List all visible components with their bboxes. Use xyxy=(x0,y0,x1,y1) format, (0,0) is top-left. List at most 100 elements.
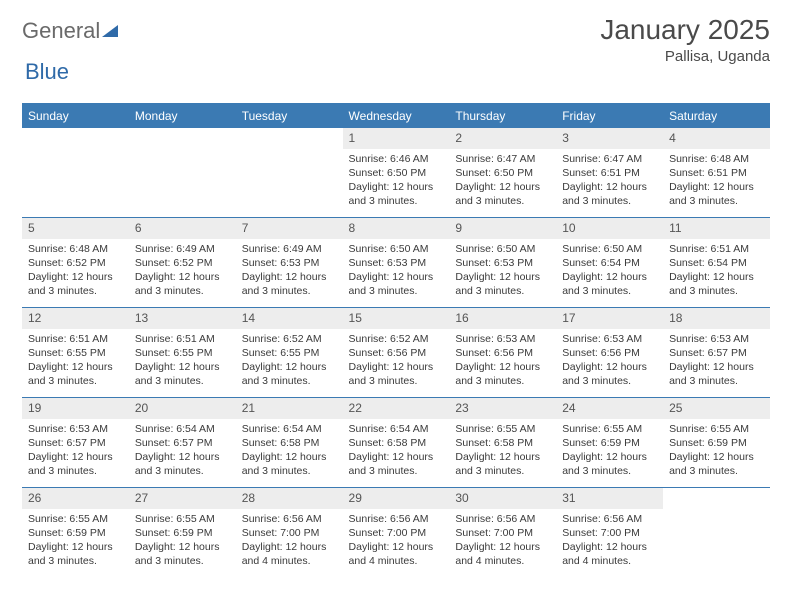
sunset-line: Sunset: 6:57 PM xyxy=(28,436,123,450)
sunrise-line: Sunrise: 6:53 AM xyxy=(669,332,764,346)
day-number: 28 xyxy=(236,488,343,509)
calendar-day: 6Sunrise: 6:49 AMSunset: 6:52 PMDaylight… xyxy=(129,218,236,308)
day-number: 21 xyxy=(236,398,343,419)
day-number: 31 xyxy=(556,488,663,509)
calendar-day: 20Sunrise: 6:54 AMSunset: 6:57 PMDayligh… xyxy=(129,398,236,488)
calendar-day: 22Sunrise: 6:54 AMSunset: 6:58 PMDayligh… xyxy=(343,398,450,488)
day-number: 25 xyxy=(663,398,770,419)
sunset-line: Sunset: 6:51 PM xyxy=(562,166,657,180)
day-details: Sunrise: 6:55 AMSunset: 6:59 PMDaylight:… xyxy=(556,419,663,483)
sail-icon xyxy=(102,25,118,37)
day-details: Sunrise: 6:47 AMSunset: 6:51 PMDaylight:… xyxy=(556,149,663,213)
sunrise-line: Sunrise: 6:49 AM xyxy=(242,242,337,256)
sunrise-line: Sunrise: 6:53 AM xyxy=(455,332,550,346)
sunrise-line: Sunrise: 6:56 AM xyxy=(349,512,444,526)
daylight-line: Daylight: 12 hours and 3 minutes. xyxy=(135,450,230,478)
day-details: Sunrise: 6:52 AMSunset: 6:55 PMDaylight:… xyxy=(236,329,343,393)
daylight-line: Daylight: 12 hours and 4 minutes. xyxy=(455,540,550,568)
calendar-day: 7Sunrise: 6:49 AMSunset: 6:53 PMDaylight… xyxy=(236,218,343,308)
calendar-day: 10Sunrise: 6:50 AMSunset: 6:54 PMDayligh… xyxy=(556,218,663,308)
sunset-line: Sunset: 6:55 PM xyxy=(28,346,123,360)
calendar-day: 29Sunrise: 6:56 AMSunset: 7:00 PMDayligh… xyxy=(343,488,450,578)
day-details: Sunrise: 6:49 AMSunset: 6:52 PMDaylight:… xyxy=(129,239,236,303)
daylight-line: Daylight: 12 hours and 3 minutes. xyxy=(455,450,550,478)
calendar-day: 14Sunrise: 6:52 AMSunset: 6:55 PMDayligh… xyxy=(236,308,343,398)
daylight-line: Daylight: 12 hours and 3 minutes. xyxy=(28,540,123,568)
day-number: 14 xyxy=(236,308,343,329)
sunset-line: Sunset: 6:57 PM xyxy=(135,436,230,450)
calendar-day xyxy=(129,128,236,218)
day-header: Tuesday xyxy=(236,104,343,128)
daylight-line: Daylight: 12 hours and 3 minutes. xyxy=(349,360,444,388)
day-number: 24 xyxy=(556,398,663,419)
daylight-line: Daylight: 12 hours and 3 minutes. xyxy=(242,450,337,478)
sunset-line: Sunset: 7:00 PM xyxy=(349,526,444,540)
calendar-day: 11Sunrise: 6:51 AMSunset: 6:54 PMDayligh… xyxy=(663,218,770,308)
sunrise-line: Sunrise: 6:55 AM xyxy=(669,422,764,436)
sunset-line: Sunset: 6:56 PM xyxy=(349,346,444,360)
sunset-line: Sunset: 6:59 PM xyxy=(28,526,123,540)
calendar-day: 30Sunrise: 6:56 AMSunset: 7:00 PMDayligh… xyxy=(449,488,556,578)
calendar-day: 31Sunrise: 6:56 AMSunset: 7:00 PMDayligh… xyxy=(556,488,663,578)
sunset-line: Sunset: 7:00 PM xyxy=(455,526,550,540)
header: General January 2025 Pallisa, Uganda xyxy=(22,14,770,65)
calendar-week: 26Sunrise: 6:55 AMSunset: 6:59 PMDayligh… xyxy=(22,488,770,578)
day-details: Sunrise: 6:46 AMSunset: 6:50 PMDaylight:… xyxy=(343,149,450,213)
day-number: 23 xyxy=(449,398,556,419)
calendar-day: 27Sunrise: 6:55 AMSunset: 6:59 PMDayligh… xyxy=(129,488,236,578)
sunrise-line: Sunrise: 6:47 AM xyxy=(455,152,550,166)
sunset-line: Sunset: 6:50 PM xyxy=(349,166,444,180)
sunset-line: Sunset: 6:54 PM xyxy=(669,256,764,270)
daylight-line: Daylight: 12 hours and 3 minutes. xyxy=(28,270,123,298)
day-details: Sunrise: 6:47 AMSunset: 6:50 PMDaylight:… xyxy=(449,149,556,213)
day-number: 12 xyxy=(22,308,129,329)
sunset-line: Sunset: 7:00 PM xyxy=(242,526,337,540)
sunset-line: Sunset: 6:58 PM xyxy=(455,436,550,450)
day-details: Sunrise: 6:48 AMSunset: 6:52 PMDaylight:… xyxy=(22,239,129,303)
sunrise-line: Sunrise: 6:55 AM xyxy=(562,422,657,436)
page-title: January 2025 xyxy=(600,14,770,46)
day-details: Sunrise: 6:51 AMSunset: 6:55 PMDaylight:… xyxy=(22,329,129,393)
day-details: Sunrise: 6:55 AMSunset: 6:59 PMDaylight:… xyxy=(663,419,770,483)
day-details: Sunrise: 6:48 AMSunset: 6:51 PMDaylight:… xyxy=(663,149,770,213)
day-number: 29 xyxy=(343,488,450,509)
day-details: Sunrise: 6:53 AMSunset: 6:57 PMDaylight:… xyxy=(663,329,770,393)
day-details: Sunrise: 6:50 AMSunset: 6:53 PMDaylight:… xyxy=(449,239,556,303)
calendar-day: 18Sunrise: 6:53 AMSunset: 6:57 PMDayligh… xyxy=(663,308,770,398)
calendar-day: 5Sunrise: 6:48 AMSunset: 6:52 PMDaylight… xyxy=(22,218,129,308)
calendar-head: SundayMondayTuesdayWednesdayThursdayFrid… xyxy=(22,104,770,128)
day-number: 5 xyxy=(22,218,129,239)
daylight-line: Daylight: 12 hours and 3 minutes. xyxy=(455,270,550,298)
calendar-day: 13Sunrise: 6:51 AMSunset: 6:55 PMDayligh… xyxy=(129,308,236,398)
sunrise-line: Sunrise: 6:47 AM xyxy=(562,152,657,166)
calendar-week: 5Sunrise: 6:48 AMSunset: 6:52 PMDaylight… xyxy=(22,218,770,308)
daylight-line: Daylight: 12 hours and 4 minutes. xyxy=(242,540,337,568)
calendar-day: 23Sunrise: 6:55 AMSunset: 6:58 PMDayligh… xyxy=(449,398,556,488)
sunset-line: Sunset: 7:00 PM xyxy=(562,526,657,540)
calendar-day: 16Sunrise: 6:53 AMSunset: 6:56 PMDayligh… xyxy=(449,308,556,398)
day-number: 19 xyxy=(22,398,129,419)
day-number: 6 xyxy=(129,218,236,239)
daylight-line: Daylight: 12 hours and 3 minutes. xyxy=(669,450,764,478)
sunrise-line: Sunrise: 6:48 AM xyxy=(669,152,764,166)
calendar-day: 8Sunrise: 6:50 AMSunset: 6:53 PMDaylight… xyxy=(343,218,450,308)
sunrise-line: Sunrise: 6:49 AM xyxy=(135,242,230,256)
calendar-day: 15Sunrise: 6:52 AMSunset: 6:56 PMDayligh… xyxy=(343,308,450,398)
daylight-line: Daylight: 12 hours and 3 minutes. xyxy=(242,270,337,298)
calendar-week: 12Sunrise: 6:51 AMSunset: 6:55 PMDayligh… xyxy=(22,308,770,398)
day-details: Sunrise: 6:54 AMSunset: 6:58 PMDaylight:… xyxy=(236,419,343,483)
day-header: Friday xyxy=(556,104,663,128)
calendar-week: 1Sunrise: 6:46 AMSunset: 6:50 PMDaylight… xyxy=(22,128,770,218)
day-number: 4 xyxy=(663,128,770,149)
day-header: Wednesday xyxy=(343,104,450,128)
calendar-day: 21Sunrise: 6:54 AMSunset: 6:58 PMDayligh… xyxy=(236,398,343,488)
sunrise-line: Sunrise: 6:54 AM xyxy=(349,422,444,436)
daylight-line: Daylight: 12 hours and 3 minutes. xyxy=(562,360,657,388)
day-details: Sunrise: 6:53 AMSunset: 6:57 PMDaylight:… xyxy=(22,419,129,483)
day-details: Sunrise: 6:52 AMSunset: 6:56 PMDaylight:… xyxy=(343,329,450,393)
day-details: Sunrise: 6:55 AMSunset: 6:59 PMDaylight:… xyxy=(22,509,129,573)
sunrise-line: Sunrise: 6:54 AM xyxy=(242,422,337,436)
day-details: Sunrise: 6:50 AMSunset: 6:53 PMDaylight:… xyxy=(343,239,450,303)
calendar-day: 28Sunrise: 6:56 AMSunset: 7:00 PMDayligh… xyxy=(236,488,343,578)
sunset-line: Sunset: 6:52 PM xyxy=(28,256,123,270)
